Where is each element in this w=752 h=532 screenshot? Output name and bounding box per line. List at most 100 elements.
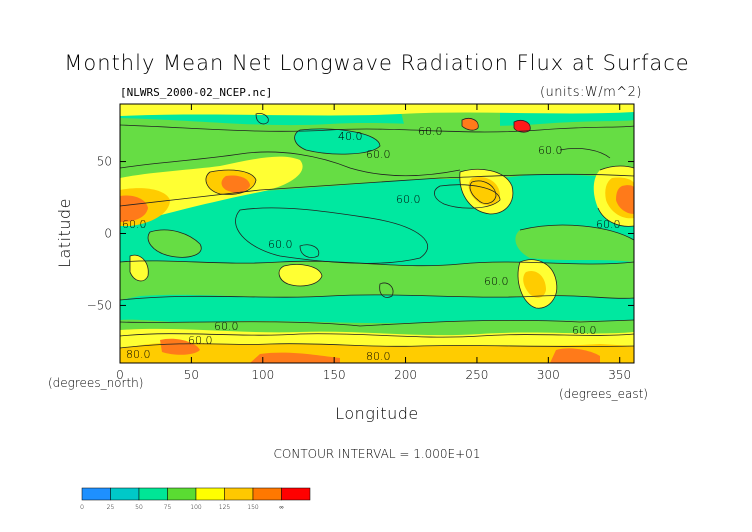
- contour-line: [597, 207, 634, 227]
- contour-label: 60.0: [596, 218, 621, 231]
- contour-label: 60.0: [418, 125, 443, 138]
- colorbar-label: 75: [164, 504, 172, 511]
- x-axis-ticks: 0 50 100 150 200 250 300 350: [116, 104, 631, 382]
- colorbar-label: 0: [80, 504, 84, 511]
- contour-line: [120, 319, 634, 327]
- contour-label: 60.0: [122, 218, 147, 231]
- y-tick-label: −50: [87, 298, 112, 312]
- field-region: [462, 118, 479, 131]
- file-label: [NLWRS_2000-02_NCEP.nc]: [120, 86, 272, 99]
- contour-line: [120, 343, 634, 349]
- contour-labels: 60.0 40.0 60.0 60.0 60.0 60.0 60.0 60.0 …: [122, 125, 621, 363]
- field-region: [120, 294, 634, 324]
- contour-line: [120, 124, 634, 133]
- colorbar-label: 100: [190, 504, 202, 511]
- contour-line: [434, 184, 501, 209]
- contour-label: 60.0: [484, 275, 509, 288]
- colorbar-swatch: [167, 487, 197, 501]
- contour-line: [205, 169, 257, 195]
- colorbar-swatch: [224, 487, 254, 501]
- contour-label: 40.0: [338, 130, 363, 143]
- contour-label: 60.0: [538, 144, 563, 157]
- field-region: [160, 338, 200, 355]
- colorbar-label: ∞: [279, 504, 283, 511]
- x-tick-label: 0: [116, 368, 124, 382]
- contour-line: [559, 148, 611, 159]
- contour-label: 60.0: [214, 320, 239, 333]
- y-tick-label: 50: [97, 155, 112, 169]
- colorbar-label: 25: [107, 504, 115, 511]
- field-region: [148, 229, 202, 258]
- field-region: [120, 104, 634, 116]
- x-tick-label: 250: [465, 368, 488, 382]
- x-unit-label: (degrees_east): [559, 387, 648, 401]
- contour-line: [129, 254, 149, 282]
- x-tick-label: 350: [608, 368, 631, 382]
- contour-line: [299, 244, 320, 258]
- colorbar-swatch: [281, 487, 311, 501]
- contour-line: [235, 207, 429, 264]
- x-tick-label: 200: [394, 368, 417, 382]
- y-tick-label: 0: [104, 227, 112, 241]
- y-axis-title: Latitude: [55, 198, 74, 268]
- contour-label: 60.0: [268, 238, 293, 251]
- colorbar-label: 125: [219, 504, 231, 511]
- field-region: [514, 120, 531, 133]
- chart-title: Monthly Mean Net Longwave Radiation Flux…: [64, 51, 689, 75]
- x-tick-label: 50: [184, 368, 199, 382]
- colorbar-swatch: [138, 487, 168, 501]
- colorbar-swatch: [81, 487, 111, 501]
- heatmap-field: 60.0 40.0 60.0 60.0 60.0 60.0 60.0 60.0 …: [120, 104, 634, 363]
- contour-line: [459, 169, 514, 215]
- contour-line: [513, 120, 531, 133]
- y-axis-ticks: 50 0 −50: [87, 155, 634, 312]
- contour-line: [519, 224, 634, 241]
- field-region: [616, 185, 634, 214]
- contour-label: 60.0: [366, 148, 391, 161]
- x-tick-label: 100: [251, 368, 274, 382]
- field-region: [250, 352, 340, 363]
- contour-line: [255, 113, 269, 125]
- x-tick-label: 300: [537, 368, 560, 382]
- colorbar-swatch: [252, 487, 282, 501]
- contour-line: [120, 294, 634, 301]
- field-region: [550, 348, 600, 363]
- contour-label: 60.0: [572, 324, 597, 337]
- contour-line: [461, 118, 479, 131]
- field-region: [515, 225, 634, 262]
- y-unit-label: (degrees_north): [48, 376, 143, 390]
- contour-label: 80.0: [366, 350, 391, 363]
- contour-line: [278, 264, 323, 287]
- contour-line: [599, 165, 634, 171]
- colorbar-swatch: [110, 487, 140, 501]
- field-region: [523, 270, 546, 298]
- contour-interval: CONTOUR INTERVAL = 1.000E+01: [274, 447, 481, 461]
- contour-line: [147, 229, 202, 258]
- contour-label: 60.0: [188, 334, 213, 347]
- field-region: [120, 195, 148, 222]
- field-region: [120, 342, 634, 363]
- colorbar-label: 150: [247, 504, 259, 511]
- contour-label: 80.0: [126, 348, 151, 361]
- contour-line: [469, 180, 497, 204]
- contour-lines: [120, 113, 634, 349]
- x-tick-label: 150: [323, 368, 346, 382]
- field-region: [235, 207, 428, 264]
- contour-line: [120, 173, 634, 207]
- field-region: [279, 264, 322, 286]
- contour-line: [294, 128, 381, 155]
- x-axis-title: Longitude: [335, 404, 419, 423]
- colorbar: 0 25 50 75 100 125 150 ∞: [80, 487, 311, 511]
- field-region: [400, 108, 500, 152]
- field-region: [294, 128, 380, 155]
- contour-line: [379, 282, 394, 298]
- colorbar-swatch: [195, 487, 225, 501]
- colorbar-label: 50: [135, 504, 143, 511]
- contour-line: [120, 151, 461, 177]
- units-label: (units:W/m^2): [540, 85, 642, 100]
- contour-line: [120, 333, 634, 338]
- field-region: [221, 175, 250, 193]
- contour-line: [120, 260, 634, 267]
- contour-label: 60.0: [396, 193, 421, 206]
